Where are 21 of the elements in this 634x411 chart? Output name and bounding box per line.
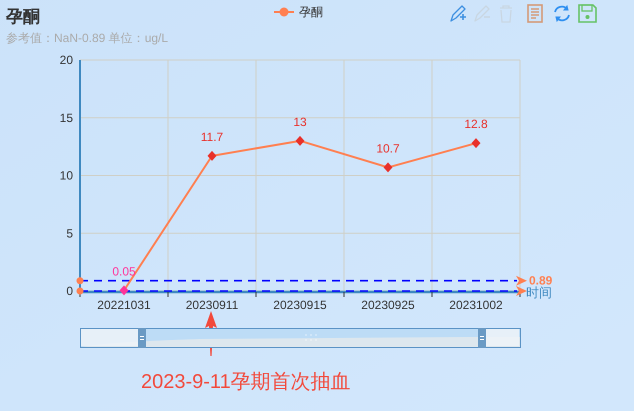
title: 孕酮 xyxy=(6,7,40,26)
subtitle: 参考值：NaN-0.89 单位：ug/L xyxy=(6,31,168,45)
x-tick-label: 20230915 xyxy=(273,298,327,312)
x-tick-label: 20231002 xyxy=(449,298,503,312)
x-tick-label: 20221031 xyxy=(97,298,151,312)
data-label: 12.8 xyxy=(464,117,488,132)
y-tick-label: 5 xyxy=(66,226,73,240)
y-tick-label: 10 xyxy=(60,168,73,182)
data-label: 11.7 xyxy=(200,130,224,144)
x-axis-title: 时间 xyxy=(526,285,552,300)
data-label: 10.7 xyxy=(376,141,400,156)
y-tick-label: 0 xyxy=(66,284,73,298)
y-tick-label: 20 xyxy=(60,53,73,67)
x-tick-label: 20230911 xyxy=(186,298,238,312)
data-label: 0.05 xyxy=(112,264,136,278)
data-label: 13 xyxy=(293,114,307,129)
y-tick-label: 15 xyxy=(60,110,73,125)
ref-line-label: 0.89 xyxy=(529,274,552,288)
x-tick-label: 20230925 xyxy=(361,298,415,312)
legend-label: 孕酮 xyxy=(299,5,323,19)
annotation: 2023-9-11孕期首次抽血 xyxy=(141,371,351,393)
